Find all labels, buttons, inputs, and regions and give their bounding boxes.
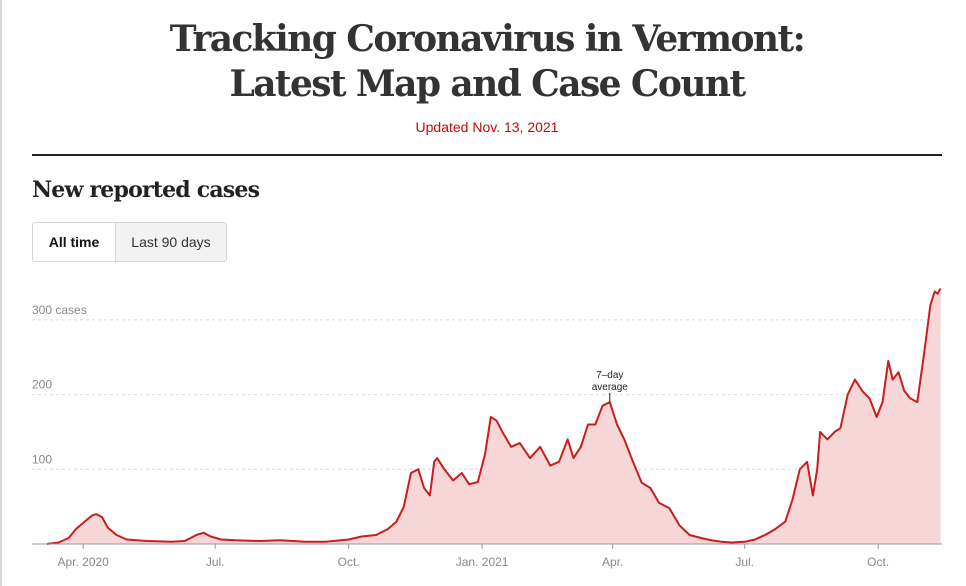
- y-tick-label: 300 cases: [32, 303, 87, 317]
- y-axis-labels: 100 200 300 cases: [32, 303, 87, 466]
- cases-area: [46, 288, 941, 544]
- time-range-toggle: All time Last 90 days: [32, 222, 227, 262]
- x-tick-label: Oct.: [338, 555, 360, 569]
- x-tick-label: Oct.: [867, 555, 889, 569]
- x-axis: Apr. 2020 Jul. Oct. Jan. 2021 Apr. Jul. Oct.: [32, 543, 942, 569]
- left-border: [0, 0, 2, 586]
- divider: [32, 154, 942, 156]
- annotation-label-line-1: 7–day: [596, 370, 623, 381]
- section-title: New reported cases: [32, 177, 260, 203]
- y-tick-label: 200: [32, 378, 52, 392]
- x-tick-label: Apr. 2020: [57, 555, 109, 569]
- cases-chart: 100 200 300 cases Apr. 2020 Jul. Oct. Jan. 20…: [32, 288, 942, 569]
- all-time-button[interactable]: All time: [33, 223, 115, 261]
- x-tick-label: Jul.: [206, 555, 225, 569]
- grid-lines: [32, 319, 942, 470]
- page-title-line-2: Latest Map and Case Count: [229, 63, 746, 105]
- y-tick-label: 100: [32, 452, 52, 466]
- x-tick-label: Apr.: [602, 555, 623, 569]
- cases-line: [46, 288, 942, 545]
- x-tick-label: Jul.: [735, 555, 754, 569]
- updated-date: Updated Nov. 13, 2021: [415, 119, 559, 135]
- x-tick-label: Jan. 2021: [456, 555, 509, 569]
- last-90-days-button[interactable]: Last 90 days: [115, 223, 226, 261]
- page-title-line-1: Tracking Coronavirus in Vermont:: [169, 18, 806, 60]
- annotation-label-line-2: average: [592, 382, 629, 393]
